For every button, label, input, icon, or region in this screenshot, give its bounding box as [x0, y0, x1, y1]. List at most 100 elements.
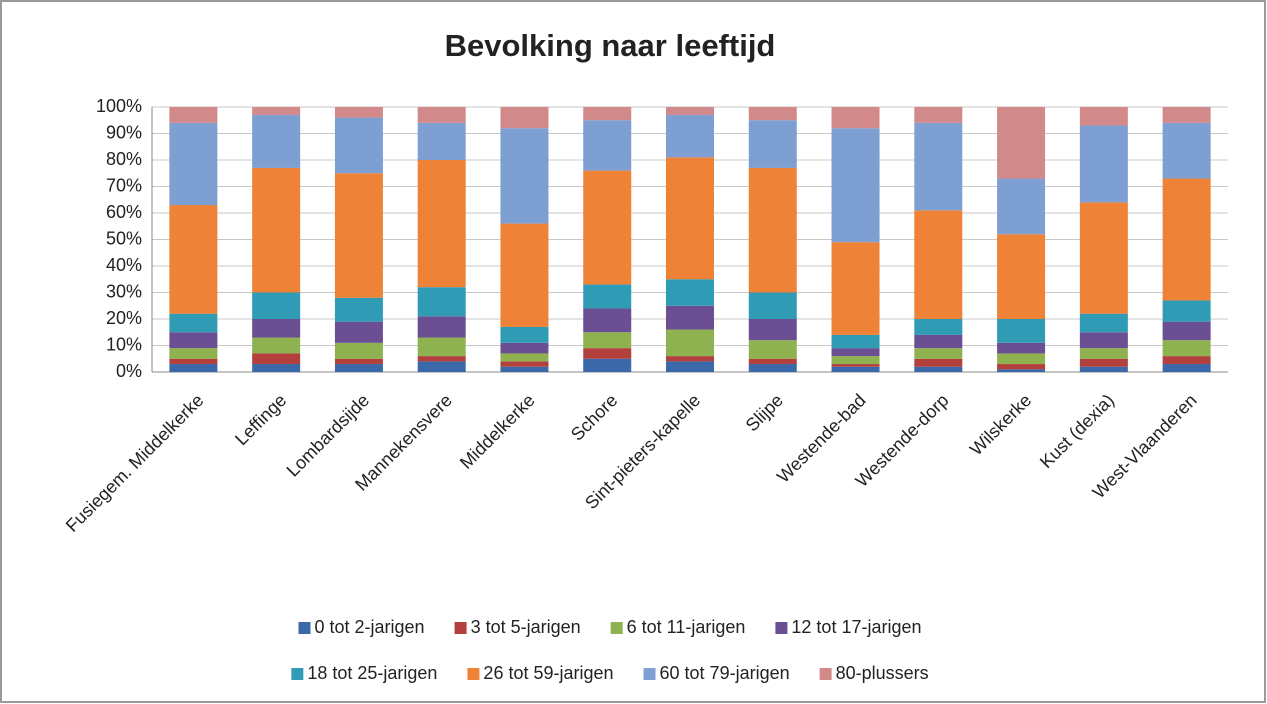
bar-segment — [417, 287, 466, 317]
legend-swatch — [775, 622, 788, 634]
bar-segment — [169, 332, 218, 349]
legend-swatch — [467, 668, 480, 680]
bar-segment — [252, 319, 301, 338]
bar-segment — [831, 348, 880, 357]
bar-segment — [997, 234, 1046, 319]
bar-segment — [334, 358, 383, 365]
bar-segment — [997, 178, 1046, 235]
y-tick-label: 70% — [106, 175, 142, 195]
y-tick-label: 50% — [106, 228, 142, 248]
legend-swatch — [454, 622, 467, 634]
bar-segment — [666, 107, 714, 115]
bar-segment — [997, 319, 1046, 343]
bar-segment — [831, 356, 880, 365]
bar-segment — [997, 369, 1046, 372]
bar-segment — [831, 242, 880, 335]
bar-segment — [169, 364, 218, 372]
bar-segment — [748, 167, 797, 293]
bar-segment — [831, 107, 880, 129]
bar-segment — [914, 107, 963, 123]
bar-segment — [748, 358, 797, 365]
bar-segment — [1162, 300, 1211, 322]
bar-segment — [748, 364, 797, 372]
bar-segment — [748, 292, 797, 319]
bar-segment — [583, 358, 632, 372]
bar-segment — [417, 356, 466, 362]
legend-label: 18 tot 25-jarigen — [307, 663, 437, 683]
bar-segment — [914, 210, 963, 319]
bar-segment — [169, 358, 218, 365]
legend-label: 12 tot 17-jarigen — [791, 617, 921, 637]
bar-segment — [334, 297, 383, 322]
bar-segment — [831, 334, 880, 349]
bar-segment — [666, 356, 714, 362]
bar-segment — [417, 361, 466, 372]
bar-segment — [583, 284, 632, 309]
y-tick-label: 10% — [106, 334, 142, 354]
bar-segment — [748, 120, 797, 168]
bar-segment — [1162, 321, 1211, 341]
bar-segment — [1162, 122, 1211, 179]
bar-segment — [334, 342, 383, 359]
bar-segment — [169, 107, 218, 123]
legend-swatch — [298, 622, 311, 634]
bar-segment — [252, 107, 301, 115]
bar-segment — [583, 332, 632, 349]
legend-row: 18 tot 25-jarigen 26 tot 59-jarigen 60 tot… — [291, 663, 929, 683]
y-tick-label: 60% — [106, 202, 142, 222]
bar-segment — [1079, 313, 1128, 333]
bar-segment — [334, 107, 383, 118]
bar-segment — [500, 326, 549, 343]
bar-segment — [252, 337, 301, 354]
bar-segment — [997, 353, 1046, 365]
bar-segment — [748, 340, 797, 359]
bar-segment — [1162, 178, 1211, 301]
bar-segment — [1162, 107, 1211, 123]
bar-segment — [169, 205, 218, 314]
y-tick-label: 40% — [106, 255, 142, 275]
bar-segment — [1079, 125, 1128, 203]
legend-label: 3 tot 5-jarigen — [471, 617, 581, 637]
bar-segment — [914, 358, 963, 367]
bar-segment — [997, 107, 1046, 179]
legend-swatch — [643, 668, 656, 680]
y-tick-label: 100% — [96, 96, 142, 116]
bar-segment — [666, 361, 714, 372]
bar-segment — [831, 366, 880, 372]
legend-swatch — [610, 622, 623, 634]
bar-segment — [1079, 366, 1128, 372]
bar-segment — [914, 319, 963, 335]
bar-segment — [500, 107, 549, 129]
bar-segment — [252, 114, 301, 168]
y-tick-label: 90% — [106, 122, 142, 142]
bar-segment — [500, 366, 549, 372]
bar-segment — [666, 114, 714, 158]
bar-segment — [914, 334, 963, 349]
bar-segment — [748, 319, 797, 341]
bar-segment — [334, 117, 383, 174]
bar-segment — [666, 279, 714, 306]
y-tick-label: 30% — [106, 281, 142, 301]
bar-segment — [500, 353, 549, 362]
bar-segment — [500, 361, 549, 367]
bar-segment — [583, 120, 632, 171]
y-tick-label: 20% — [106, 308, 142, 328]
y-tick-label: 0% — [116, 361, 142, 381]
legend-label: 60 tot 79-jarigen — [660, 663, 790, 683]
bar-segment — [1079, 348, 1128, 359]
bar-segment — [169, 122, 218, 206]
bar-segment — [666, 157, 714, 280]
bar-segment — [1162, 356, 1211, 365]
bar-segment — [252, 167, 301, 293]
bar-segment — [334, 321, 383, 343]
bar-segment — [417, 122, 466, 160]
bar-segment — [417, 337, 466, 357]
bar-segment — [252, 364, 301, 372]
bar-segment — [997, 342, 1046, 354]
bar-segment — [417, 107, 466, 123]
bar-segment — [583, 348, 632, 359]
bar-segment — [914, 348, 963, 359]
legend-label: 80-plussers — [836, 663, 929, 683]
bar-segment — [500, 223, 549, 327]
